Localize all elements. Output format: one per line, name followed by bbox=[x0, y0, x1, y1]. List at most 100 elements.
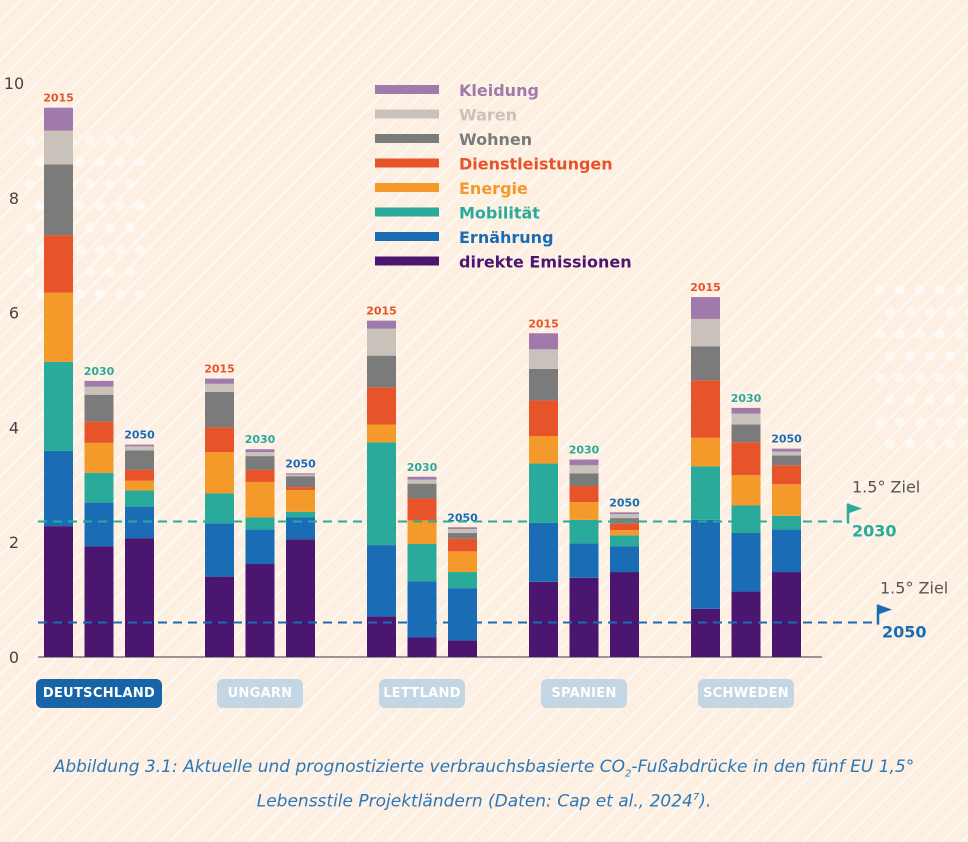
bar-segment-lettland-2050-6 bbox=[448, 528, 477, 534]
y-tick-label: 6 bbox=[9, 304, 19, 323]
country-label-lettland[interactable]: LETTLAND bbox=[379, 679, 465, 708]
decor-dot bbox=[105, 135, 115, 145]
target-lines: 1.5° Ziel 2030 1.5° Ziel 2050 bbox=[38, 478, 948, 642]
bar-segment-schweden-2015-5 bbox=[691, 346, 720, 381]
bar-group-ungarn: 2015 2030 2050 bbox=[204, 363, 316, 657]
bar-segment-schweden-2015-4 bbox=[691, 380, 720, 438]
bar-segment-spanien-2015-4 bbox=[529, 400, 558, 437]
decor-dot bbox=[885, 307, 895, 317]
legend: Kleidung Waren Wohnen Dienstleistungen Energ… bbox=[375, 81, 632, 272]
target-year: 2050 bbox=[882, 623, 927, 642]
bar-segment-lettland-2015-1 bbox=[367, 545, 396, 617]
bar-segment-spanien-2015-2 bbox=[529, 463, 558, 523]
bar-segment-lettland-2050-7 bbox=[448, 527, 477, 529]
legend-label: Ernährung bbox=[459, 228, 554, 247]
y-tick-label: 8 bbox=[9, 189, 19, 208]
legend-swatch bbox=[375, 85, 439, 94]
bar-segment-deutschland-2030-2 bbox=[84, 472, 114, 503]
bar-year-label: 2050 bbox=[447, 511, 478, 524]
bar-group-schweden: 2015 2030 2050 bbox=[690, 281, 802, 657]
bar-segment-deutschland-2015-4 bbox=[44, 235, 73, 293]
bar-segment-spanien-2030-4 bbox=[569, 485, 599, 503]
bar-year-label: 2050 bbox=[285, 457, 316, 470]
bar-segment-schweden-2050-3 bbox=[772, 484, 801, 516]
bar-segment-ungarn-2015-1 bbox=[205, 523, 234, 577]
bar-year-label: 2030 bbox=[245, 433, 276, 446]
bar-segment-schweden-2030-0 bbox=[731, 591, 761, 657]
decor-dot bbox=[915, 373, 925, 383]
decor-dot bbox=[95, 201, 105, 211]
decor-dot bbox=[35, 157, 45, 167]
bar-segment-deutschland-2015-7 bbox=[44, 107, 73, 131]
bar-segment-schweden-2030-1 bbox=[731, 533, 761, 592]
legend-label: Kleidung bbox=[459, 81, 539, 100]
decor-dot bbox=[105, 267, 115, 277]
bar-segment-schweden-2050-1 bbox=[772, 529, 801, 573]
bar-segment-schweden-2015-3 bbox=[691, 437, 720, 467]
y-tick-label: 2 bbox=[9, 533, 19, 552]
decor-dot bbox=[915, 329, 925, 339]
decor-dot bbox=[925, 395, 935, 405]
bar-segment-schweden-2030-6 bbox=[731, 413, 761, 425]
decor-dot bbox=[115, 201, 125, 211]
country-label-ungarn[interactable]: UNGARN bbox=[217, 679, 303, 708]
decor-dot bbox=[95, 245, 105, 255]
bar-segment-deutschland-2050-0 bbox=[125, 538, 154, 657]
caption-line2-b: ). bbox=[699, 792, 712, 813]
bar-segment-spanien-2030-0 bbox=[569, 577, 599, 657]
decor-dot bbox=[965, 439, 968, 449]
bar-segment-lettland-2050-2 bbox=[448, 572, 477, 589]
decor-dot bbox=[75, 157, 85, 167]
decor-dot bbox=[875, 373, 885, 383]
bar-segment-spanien-2015-1 bbox=[529, 522, 558, 582]
country-label-spanien[interactable]: SPANIEN bbox=[541, 679, 627, 708]
decor-dot bbox=[35, 289, 45, 299]
bar-segment-schweden-2030-5 bbox=[731, 424, 761, 443]
legend-swatch bbox=[375, 232, 439, 241]
bar-segment-ungarn-2030-1 bbox=[245, 529, 275, 565]
bar-segment-deutschland-2015-5 bbox=[44, 164, 73, 236]
decor-dot bbox=[85, 135, 95, 145]
bar-segment-spanien-2030-6 bbox=[569, 465, 599, 474]
decor-dot bbox=[895, 417, 905, 427]
y-tick-label: 0 bbox=[9, 648, 19, 667]
bar-segment-deutschland-2030-0 bbox=[84, 546, 114, 657]
legend-label: Energie bbox=[459, 179, 528, 198]
caption-line1-a: Abbildung 3.1: Aktuelle und prognostizie… bbox=[53, 757, 625, 777]
country-label-schweden[interactable]: SCHWEDEN bbox=[698, 679, 794, 708]
bar-segment-lettland-2050-3 bbox=[448, 551, 477, 573]
legend-label: Wohnen bbox=[459, 130, 532, 149]
decor-dot bbox=[75, 201, 85, 211]
legend-swatch bbox=[375, 134, 439, 143]
bar-segment-spanien-2050-2 bbox=[610, 535, 639, 547]
bar-segment-schweden-2050-4 bbox=[772, 465, 801, 485]
bar-segment-deutschland-2030-6 bbox=[84, 386, 114, 395]
bar-segment-schweden-2015-6 bbox=[691, 318, 720, 347]
bar-segment-ungarn-2050-2 bbox=[286, 511, 315, 518]
decor-dot bbox=[85, 179, 95, 189]
bar-segment-spanien-2030-5 bbox=[569, 473, 599, 486]
legend-label: direkte Emissionen bbox=[459, 253, 632, 272]
bar-segment-lettland-2030-6 bbox=[407, 479, 437, 484]
bar-segment-deutschland-2050-4 bbox=[125, 469, 154, 481]
bar-segment-lettland-2030-7 bbox=[407, 476, 437, 480]
decor-dot bbox=[95, 157, 105, 167]
figure-caption: Abbildung 3.1: Aktuelle und prognostizie… bbox=[0, 755, 968, 814]
target-year: 2030 bbox=[852, 522, 897, 541]
bar-segment-spanien-2015-5 bbox=[529, 368, 558, 401]
bar-segment-ungarn-2030-7 bbox=[245, 449, 275, 453]
legend-label: Dienstleistungen bbox=[459, 155, 613, 174]
decor-dot bbox=[905, 351, 915, 361]
decor-dot bbox=[965, 395, 968, 405]
bar-segment-ungarn-2050-6 bbox=[286, 474, 315, 477]
legend-swatch bbox=[375, 256, 439, 266]
legend-label: Waren bbox=[459, 106, 517, 125]
bar-segment-spanien-2050-3 bbox=[610, 530, 639, 536]
bar-segment-lettland-2030-1 bbox=[407, 581, 437, 638]
country-label-deutschland[interactable]: DEUTSCHLAND bbox=[36, 679, 162, 708]
bar-segment-deutschland-2030-4 bbox=[84, 421, 114, 443]
bar-segment-deutschland-2030-1 bbox=[84, 502, 114, 547]
bar-year-label: 2015 bbox=[43, 92, 74, 105]
caption-line2-sup: 7 bbox=[692, 792, 700, 804]
decor-dot bbox=[875, 285, 885, 295]
